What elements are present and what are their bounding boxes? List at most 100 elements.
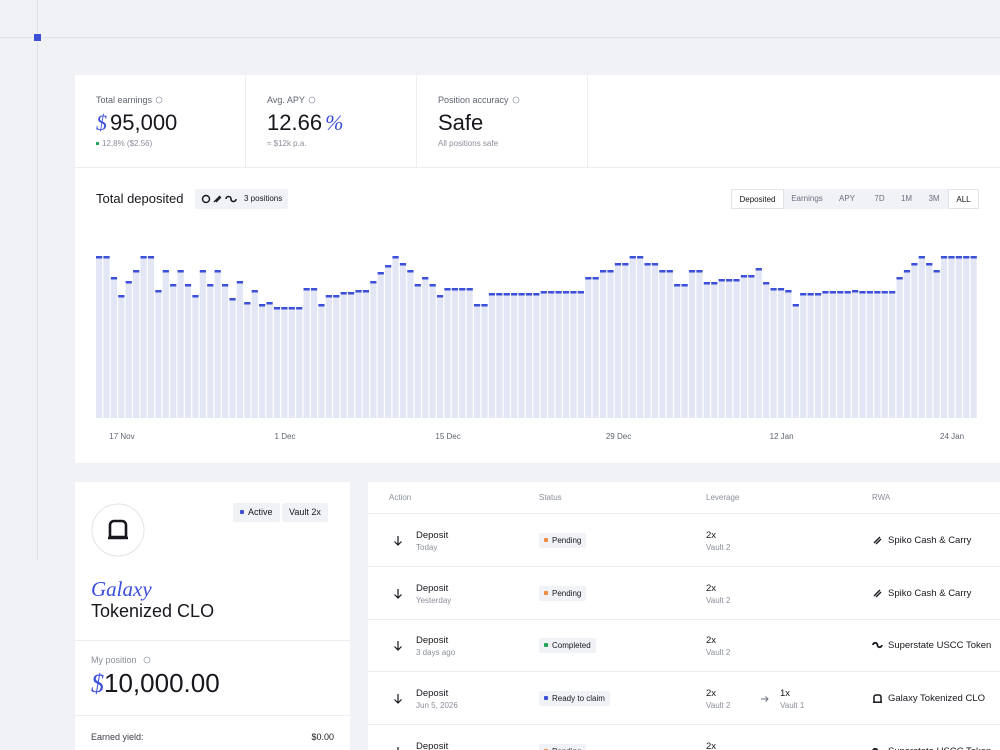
leverage: 2x bbox=[706, 582, 717, 594]
vault-name-italic: Galaxy bbox=[91, 577, 152, 601]
action-date: Jun 5, 2026 bbox=[416, 701, 458, 711]
bar-cap bbox=[918, 256, 925, 259]
bar-cap bbox=[948, 256, 955, 259]
bar bbox=[273, 308, 281, 418]
leverage-vault: Vault 2 bbox=[706, 595, 731, 605]
bar-cap bbox=[674, 284, 681, 287]
bar-cap bbox=[555, 291, 562, 294]
bar bbox=[614, 264, 622, 418]
bar bbox=[577, 292, 584, 418]
bar-cap bbox=[607, 270, 614, 273]
bar-cap bbox=[963, 256, 970, 259]
table-row[interactable]: Deposit Yesterday Pending 2x Vault 2 Spiko Ca… bbox=[368, 567, 1000, 620]
bar-cap bbox=[266, 302, 273, 305]
bar bbox=[503, 294, 510, 418]
tab[interactable]: Deposited bbox=[731, 189, 784, 209]
amount: 12.66 bbox=[267, 110, 323, 135]
stat-value: $95,000 bbox=[96, 110, 177, 136]
action-icon bbox=[397, 746, 399, 750]
bar bbox=[303, 289, 310, 418]
bar-cap bbox=[770, 288, 777, 291]
bar bbox=[948, 257, 955, 418]
bar-cap bbox=[318, 304, 325, 307]
bar bbox=[474, 305, 481, 418]
bar-cap bbox=[496, 293, 503, 296]
bar bbox=[511, 294, 518, 418]
bar bbox=[414, 285, 421, 418]
bar-cap bbox=[814, 293, 822, 296]
bar bbox=[251, 291, 258, 418]
bar bbox=[837, 292, 844, 418]
positions-pill[interactable]: 3 positions bbox=[195, 189, 288, 209]
bar bbox=[777, 289, 785, 418]
tab[interactable]: Earnings bbox=[791, 194, 823, 203]
bar bbox=[466, 289, 473, 418]
bar bbox=[436, 296, 444, 418]
bar-cap bbox=[666, 270, 673, 273]
bar bbox=[807, 294, 814, 418]
table-row[interactable]: Deposit Jun 5, 2026 Ready to claim 2x Vault … bbox=[368, 672, 1000, 726]
bar bbox=[681, 285, 688, 418]
bar bbox=[229, 299, 236, 418]
bar bbox=[348, 293, 355, 418]
tab-group: Deposited Earnings APY 7D 1M 3M ALL bbox=[731, 189, 979, 209]
bar-cap bbox=[133, 270, 140, 273]
status-pill: Pending bbox=[539, 585, 587, 601]
bar bbox=[236, 282, 244, 418]
bar bbox=[555, 292, 562, 418]
column-header: RWA bbox=[872, 493, 891, 502]
bar-cap bbox=[696, 270, 703, 273]
positions-count: 3 positions bbox=[244, 194, 283, 203]
bar bbox=[214, 271, 221, 418]
status-pill: Ready to claim bbox=[539, 691, 610, 707]
bar-cap bbox=[244, 302, 251, 305]
range-tab[interactable]: 7D bbox=[874, 194, 885, 203]
column-header: Action bbox=[389, 493, 412, 502]
status-pill: Pending bbox=[539, 743, 587, 750]
bar bbox=[259, 305, 266, 418]
status-dot bbox=[544, 696, 548, 701]
bar-cap bbox=[503, 293, 510, 296]
trend-dot bbox=[96, 142, 99, 145]
action-date: Today bbox=[416, 543, 438, 552]
rwa-icon bbox=[873, 589, 882, 598]
range-tab[interactable]: 1M bbox=[900, 194, 913, 203]
position-value: $10,000.00 bbox=[91, 668, 220, 699]
bar bbox=[333, 296, 340, 418]
table-row[interactable]: Deposit Pending 2x Superstate USCC Token bbox=[368, 725, 1000, 750]
bar-cap bbox=[614, 263, 622, 266]
bar bbox=[125, 282, 132, 418]
bar-cap bbox=[637, 256, 644, 259]
table-row[interactable]: Deposit 3 days ago Completed 2x Vault 2 Super… bbox=[368, 619, 1000, 673]
vault-name: Tokenized CLO bbox=[91, 601, 215, 621]
range-tab[interactable]: 3M bbox=[928, 194, 940, 203]
tab[interactable]: APY bbox=[838, 194, 855, 203]
chart: 17 Nov 1 Dec 15 Dec 29 Dec 12 Jan 24 Jan bbox=[96, 256, 977, 441]
bar bbox=[822, 292, 829, 418]
guide-line bbox=[0, 37, 1000, 38]
bar-cap bbox=[718, 279, 725, 282]
bar-cap bbox=[644, 263, 651, 266]
bar-cap bbox=[926, 263, 933, 266]
bar-cap bbox=[837, 291, 844, 294]
bar-cap bbox=[911, 263, 918, 266]
bar bbox=[940, 257, 948, 418]
bar bbox=[703, 283, 710, 418]
activity-table: Action Status Leverage RWA Deposit Today Pendi… bbox=[368, 482, 1000, 750]
bar bbox=[970, 257, 977, 418]
bar bbox=[889, 292, 896, 418]
stat-sub-text: All positions safe bbox=[438, 139, 499, 148]
bar bbox=[814, 294, 822, 418]
bar-cap bbox=[184, 284, 192, 287]
bar-cap bbox=[229, 298, 236, 301]
bar bbox=[696, 271, 703, 418]
table-row[interactable]: Deposit Today Pending 2x Vault 2 Spiko Cash &… bbox=[368, 514, 1000, 567]
bar bbox=[748, 276, 755, 418]
guide-marker bbox=[34, 34, 41, 41]
bar bbox=[103, 257, 110, 418]
bar bbox=[726, 280, 733, 418]
bar bbox=[392, 257, 399, 418]
range-tab[interactable]: ALL bbox=[948, 189, 979, 209]
bar bbox=[933, 271, 940, 418]
x-tick-label: 29 Dec bbox=[606, 432, 631, 441]
